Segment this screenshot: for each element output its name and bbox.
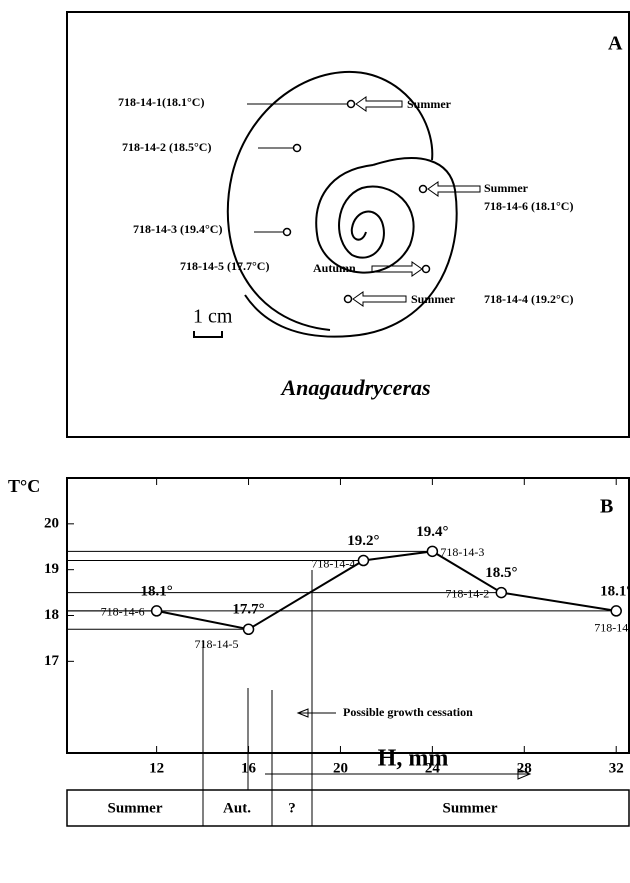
x-tick-label: 32 — [609, 760, 624, 776]
arrow — [356, 97, 402, 111]
sample-point — [420, 186, 427, 193]
value-label: 18.5° — [485, 565, 517, 581]
scale-bar — [194, 331, 222, 337]
x-tick-label: 12 — [149, 760, 164, 776]
y-tick-label: 18 — [44, 607, 59, 623]
specimen-label: 718-14-5 (17.7°C) — [180, 259, 269, 273]
arrow — [353, 292, 406, 306]
specimen-label: 718-14-4 (19.2°C) — [484, 292, 573, 306]
shell-outline — [245, 158, 457, 337]
season: Summer — [108, 800, 163, 816]
value-label: 19.2° — [347, 533, 379, 549]
y-tick-label: 17 — [44, 653, 60, 669]
page: A 718-14-1(18.1°C) Summer 718-14-2 (18.5… — [0, 0, 630, 883]
point-label: 718-14-6 — [101, 605, 145, 619]
specimen-label: 718-14-2 (18.5°C) — [122, 140, 211, 154]
value-label: 18.1° — [140, 583, 172, 599]
value-label: 17.7° — [232, 602, 264, 618]
sample-point — [284, 229, 291, 236]
figure: A 718-14-1(18.1°C) Summer 718-14-2 (18.5… — [0, 0, 630, 883]
shell-spiral — [316, 165, 413, 273]
value-label: 18.1° — [600, 583, 630, 599]
x-tick-label: 28 — [517, 760, 532, 776]
y-axis-label: T°C — [8, 476, 40, 496]
y-tick-label: 19 — [44, 561, 59, 577]
specimen-label: 718-14-6 (18.1°C) — [484, 199, 573, 213]
point — [358, 556, 368, 566]
sample-point — [423, 266, 430, 273]
point-label: 718-14-5 — [195, 637, 239, 651]
x-tick-label: 20 — [333, 760, 348, 776]
specimen-label: 718-14-1(18.1°C) — [118, 95, 204, 109]
season-label: Summer — [407, 97, 452, 111]
season: ? — [288, 800, 296, 816]
x-tick-label: 16 — [241, 760, 257, 776]
panel-label: A — [608, 33, 623, 55]
y-tick-label: 20 — [44, 515, 59, 531]
genus-label: Anagaudryceras — [279, 375, 430, 400]
x-tick-label: 24 — [425, 760, 441, 776]
season: Summer — [443, 800, 498, 816]
point-label: 718-14-1 — [594, 621, 630, 635]
season-label: Summer — [484, 181, 529, 195]
arrow — [372, 262, 422, 276]
point-label: 718-14-3 — [440, 545, 484, 559]
sample-point — [348, 101, 355, 108]
point — [152, 606, 162, 616]
specimen-label: 718-14-3 (19.4°C) — [133, 222, 222, 236]
value-label: 19.4° — [416, 524, 448, 540]
point — [611, 606, 621, 616]
shell-outline — [228, 72, 432, 330]
annotation-arrow — [298, 709, 336, 717]
scale-label: 1 cm — [193, 306, 233, 328]
panel-label: B — [600, 496, 613, 518]
point — [496, 588, 506, 598]
season-label: Autumn — [313, 261, 356, 275]
point-label: 718-14-4 — [311, 556, 355, 570]
series-line — [157, 551, 617, 629]
season-label: Summer — [411, 292, 456, 306]
point-label: 718-14-2 — [445, 586, 489, 600]
season: Aut. — [223, 800, 251, 816]
annotation: Possible growth cessation — [343, 705, 473, 719]
sample-point — [294, 145, 301, 152]
point — [244, 624, 254, 634]
point — [427, 546, 437, 556]
sample-point — [345, 296, 352, 303]
